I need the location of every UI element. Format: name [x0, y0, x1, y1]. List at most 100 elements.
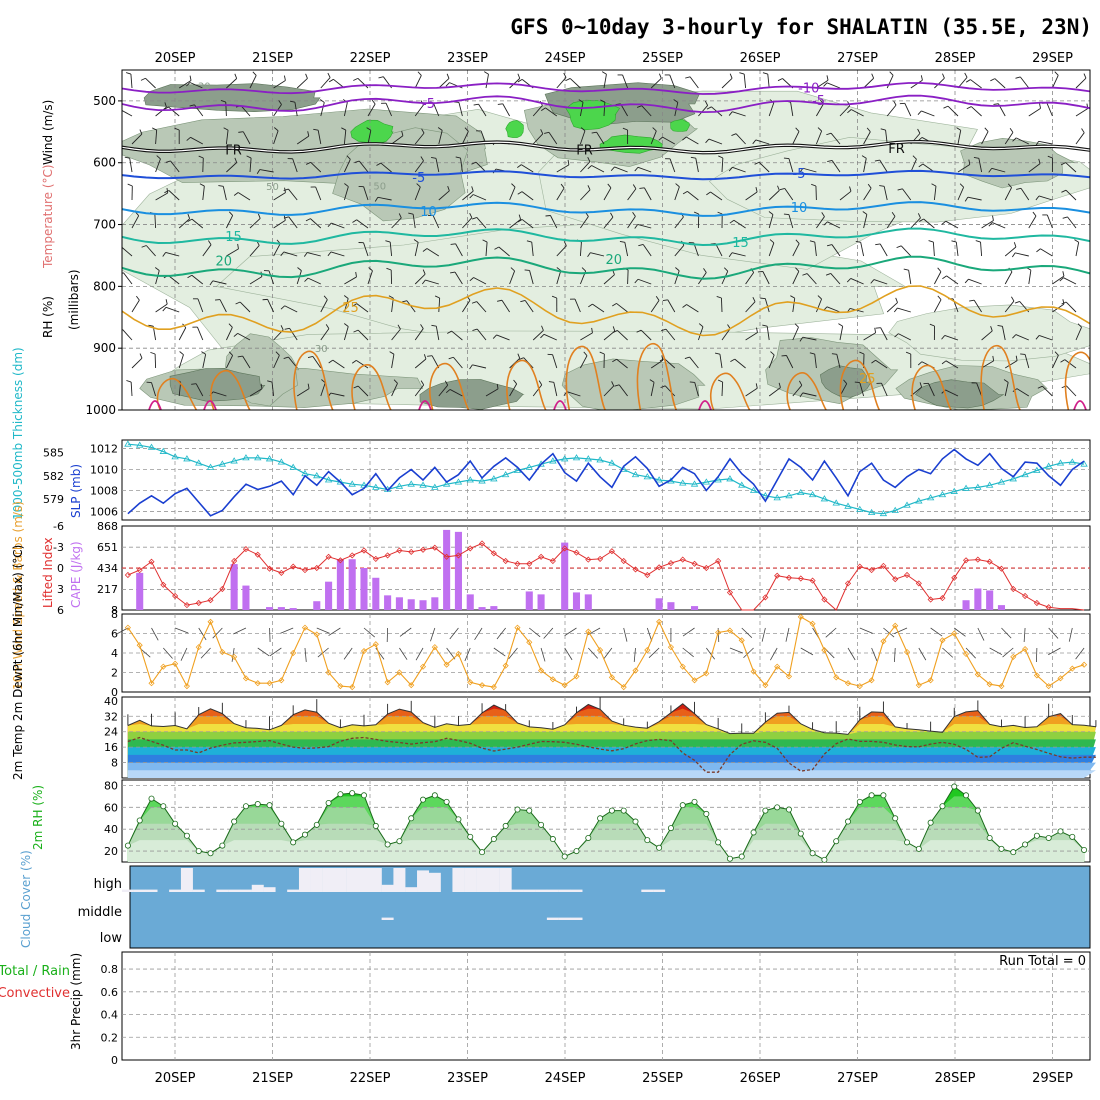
- lifted-point: [561, 545, 568, 552]
- wind-barb-flag: [220, 99, 226, 103]
- cloud-high-bar: [346, 868, 359, 892]
- wind-barb-flag: [690, 156, 696, 159]
- wind-barb: [451, 330, 463, 341]
- wind-barb: [880, 327, 888, 341]
- pressure-tick-label: 900: [93, 341, 116, 355]
- wind-barb: [1051, 75, 1059, 89]
- wind-barb-flag: [660, 385, 666, 389]
- cloud-high-bar: [558, 889, 571, 892]
- wind-barb-flag: [257, 213, 261, 219]
- wind10m-point: [384, 679, 391, 686]
- wind-barb: [165, 251, 180, 257]
- wind-barb-flag: [351, 359, 357, 364]
- wind-barb: [320, 328, 330, 341]
- wind-barb: [212, 280, 227, 285]
- wind-barb: [130, 74, 133, 89]
- wind-barb-flag: [587, 252, 591, 257]
- surface-wind-barb: [743, 647, 754, 659]
- wind-barb-flag: [799, 167, 804, 173]
- wind-barb-flag: [659, 358, 665, 362]
- cloud-high-bar: [487, 868, 500, 892]
- wind-barb: [131, 299, 140, 313]
- wind10m-point: [785, 673, 793, 680]
- lifted-point: [939, 595, 946, 602]
- rh2m-point: [974, 807, 981, 814]
- wind-barb-flag: [768, 211, 774, 215]
- wind-barb: [580, 332, 593, 341]
- wind-barb: [363, 186, 369, 201]
- wind-barb: [357, 385, 369, 397]
- thickness-point: [844, 502, 852, 509]
- wind-barb-flag: [588, 303, 593, 308]
- wind-barb: [579, 102, 584, 117]
- wind-barb-flag: [464, 127, 469, 132]
- lifted-point: [691, 560, 698, 567]
- lifted-point: [667, 560, 674, 567]
- wind-barb: [1004, 360, 1018, 369]
- temp-contour-30: [429, 362, 470, 410]
- wind10m-point: [868, 677, 875, 684]
- wind-barb-flag: [655, 296, 660, 301]
- wind-barb: [1004, 187, 1012, 201]
- wind10m-point: [1045, 683, 1052, 690]
- wind-barb: [1004, 300, 1015, 313]
- surface-wind-barb: [648, 647, 660, 658]
- wind-barb: [273, 130, 279, 145]
- wind-barb: [934, 77, 945, 89]
- cloud-high-bar: [476, 868, 489, 892]
- wind-barb-flag: [1011, 252, 1016, 258]
- rh2m-point: [443, 798, 450, 805]
- lifted-point: [538, 553, 545, 560]
- wind-barb: [1075, 132, 1085, 145]
- rh2m-point: [656, 844, 663, 851]
- wind-barb-flag: [386, 267, 392, 271]
- wind-barb-flag: [968, 159, 971, 165]
- lifted-point: [526, 560, 533, 567]
- wind-barb-flag: [928, 240, 934, 243]
- wind10m-point: [620, 684, 627, 691]
- wind10m-point: [478, 682, 486, 689]
- wind-barb: [933, 186, 937, 201]
- cloud-high-bar: [169, 889, 182, 892]
- top-date-label: 23SEP: [447, 51, 488, 66]
- wind-barb: [226, 78, 237, 89]
- wind-barb: [689, 356, 699, 369]
- wind-barb: [155, 270, 160, 285]
- wind-barb-flag: [139, 353, 143, 359]
- wind-barb-flag: [903, 268, 909, 271]
- wind-barb-flag: [612, 358, 617, 363]
- cloud-high-bar: [535, 889, 548, 892]
- wind-barb-flag: [283, 216, 289, 219]
- wind-barb: [622, 74, 629, 89]
- wind-barb: [189, 82, 203, 89]
- wind-barb-flag: [917, 128, 921, 134]
- rh-region-mid: [561, 358, 706, 410]
- wind-barb-flag: [165, 160, 171, 163]
- wind-barb-flag: [207, 240, 212, 245]
- rh2m-point: [915, 845, 922, 852]
- wind-barb: [603, 385, 615, 397]
- wind-barb: [529, 270, 534, 285]
- thickness-point: [324, 476, 333, 483]
- wind-barb: [784, 188, 794, 201]
- wind-barb: [343, 326, 349, 341]
- wind-barb-flag: [417, 71, 422, 76]
- surface-wind-barb: [918, 647, 927, 661]
- wind-barb: [170, 160, 180, 173]
- wind-barb-flag: [346, 155, 351, 160]
- wind-barb-flag: [795, 239, 800, 244]
- wind10m-point: [703, 670, 710, 677]
- wind-barb-flag: [283, 188, 289, 192]
- wind-barb-flag: [280, 325, 284, 331]
- wind-barb-flag: [905, 351, 911, 355]
- wind-barb-flag: [401, 300, 408, 303]
- lifted-point: [1010, 585, 1017, 593]
- precip-tick-label: 0.4: [101, 1009, 119, 1022]
- wind-barb-flag: [779, 188, 785, 191]
- wind-barb-flag: [289, 100, 296, 103]
- wind-barb-flag: [280, 305, 285, 310]
- wind-barb: [802, 167, 817, 173]
- surface-wind-barb: [800, 647, 814, 656]
- wind10m-point: [231, 653, 238, 660]
